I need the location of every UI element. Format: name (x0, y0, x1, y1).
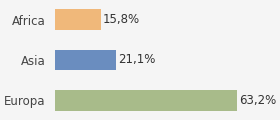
Text: 15,8%: 15,8% (103, 13, 140, 26)
Bar (55, 90, 237, 111)
Bar (55, 50, 116, 70)
Text: 63,2%: 63,2% (239, 94, 276, 107)
Text: 21,1%: 21,1% (118, 54, 156, 66)
Bar (55, 9, 101, 30)
